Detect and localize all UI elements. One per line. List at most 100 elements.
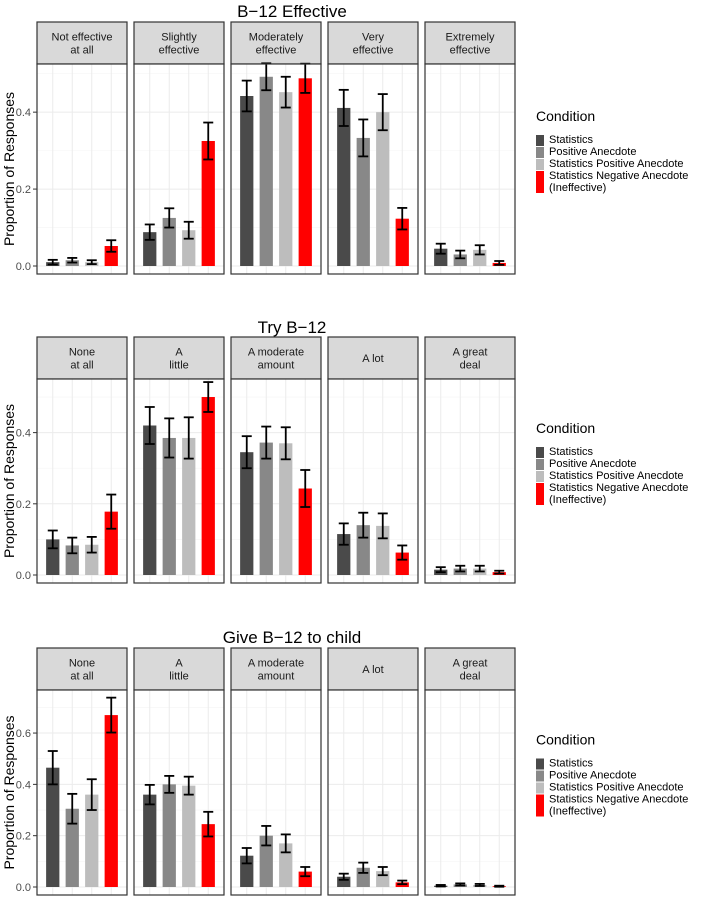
bar-3: [279, 92, 293, 267]
bar-1: [46, 767, 60, 887]
panel-border: [36, 63, 128, 275]
y-axis-label: Proportion of Responses: [1, 404, 17, 558]
bar-1: [337, 107, 351, 266]
panel-border: [36, 378, 128, 584]
panel-border: [424, 378, 516, 584]
bar-2: [259, 442, 273, 575]
facet-label: Extremely: [446, 32, 495, 44]
facet-label: A lot: [362, 664, 383, 676]
facet-label: little: [169, 671, 189, 683]
legend-entry: Statistics Positive Anecdote: [549, 470, 684, 482]
facet-strip: [36, 21, 128, 65]
legend-entry: Statistics: [549, 758, 594, 770]
facet-label: deal: [460, 360, 481, 372]
bar-1: [337, 876, 351, 887]
bar-1: [143, 794, 157, 887]
bar-4: [201, 397, 215, 575]
y-tick-label: 0.2: [16, 831, 31, 843]
y-tick-label: 0.0: [16, 882, 31, 894]
chart-row-1: B−12 Effective Proportion of Responses 0.0…: [1, 2, 688, 275]
bar-2: [162, 784, 176, 887]
bar-4: [395, 218, 409, 266]
bar-2: [453, 254, 467, 266]
facet-strip: [133, 647, 225, 691]
y-tick-label: 0.4: [16, 779, 31, 791]
chart-row-2: Try B−12 Proportion of Responses 0.0 0.2 0.4…: [1, 318, 688, 584]
panel-background: [37, 64, 127, 274]
facet-label: A moderate: [248, 658, 304, 670]
panel-background: [328, 690, 418, 895]
facet-label: Not effective: [52, 32, 113, 44]
legend-key-2: [536, 147, 544, 158]
legend-entry: Statistics: [549, 446, 594, 458]
bar-2: [259, 76, 273, 267]
facet-label: A great: [453, 658, 488, 670]
bar-3: [182, 437, 196, 575]
chart-row-3: Give B−12 to child Proportion of Response…: [1, 628, 688, 896]
bar-4: [298, 78, 312, 266]
bar-1: [240, 452, 254, 575]
legend-key-1: [536, 447, 544, 458]
facet-label: effective: [450, 45, 491, 57]
bar-4: [298, 488, 312, 575]
bar-2: [259, 835, 273, 887]
y-axis-label: Proportion of Responses: [1, 92, 17, 246]
facet-label: A great: [453, 347, 488, 359]
facet-label: little: [169, 360, 189, 372]
legend-entry: Statistics Negative Anecdote: [549, 482, 688, 494]
y-tick-label: 0.4: [16, 107, 31, 119]
facet-label: at all: [70, 671, 93, 683]
panel-border: [230, 378, 322, 584]
facet-label: A moderate: [248, 347, 304, 359]
bar-2: [162, 437, 176, 575]
facet-label: deal: [460, 671, 481, 683]
bar-4: [104, 715, 118, 887]
facet-strip: [133, 336, 225, 380]
bar-1: [143, 425, 157, 575]
facet-strip: [230, 21, 322, 65]
y-tick-label: 0.2: [16, 499, 31, 511]
legend-entry: Positive Anecdote: [549, 770, 636, 782]
facet-strip: [424, 21, 516, 65]
facet-label: A lot: [362, 353, 383, 365]
panel-border: [230, 689, 322, 896]
legend-entry: Positive Anecdote: [549, 458, 636, 470]
y-tick-label: 0.2: [16, 184, 31, 196]
facet-strip: [230, 336, 322, 380]
panel-background: [425, 690, 515, 895]
panel-border: [230, 63, 322, 275]
legend-entry: Statistics: [549, 134, 594, 146]
legend-entry: Statistics Positive Anecdote: [549, 158, 684, 170]
facet-panel: A lot: [327, 647, 419, 896]
bar-2: [65, 808, 79, 887]
legend-key-1: [536, 135, 544, 146]
bar-4: [201, 824, 215, 887]
legend-entry: Statistics Negative Anecdote: [549, 170, 688, 182]
panel-background: [425, 379, 515, 583]
legend-entry: Positive Anecdote: [549, 146, 636, 158]
legend-key-4: [536, 483, 544, 505]
facet-label: Slightly: [161, 32, 197, 44]
legend-key-3: [536, 471, 544, 482]
panel-border: [424, 689, 516, 896]
panel-border: [133, 378, 225, 584]
legend-entry: (Ineffective): [549, 182, 606, 194]
panel-border: [424, 63, 516, 275]
facet-strip: [327, 336, 419, 380]
facet-label: A: [175, 658, 183, 670]
facet-label: amount: [258, 671, 295, 683]
legend-key-4: [536, 171, 544, 193]
